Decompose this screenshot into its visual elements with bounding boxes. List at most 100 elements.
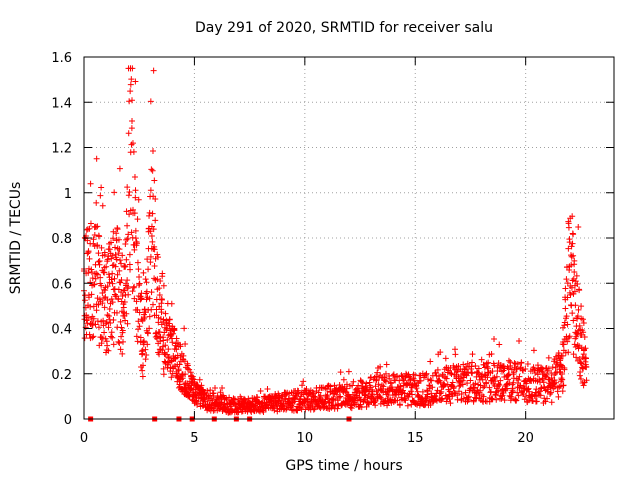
data-point — [153, 329, 160, 336]
data-point — [427, 376, 434, 383]
data-point — [517, 382, 524, 389]
data-point — [87, 180, 94, 187]
data-point — [107, 320, 114, 327]
data-point — [97, 192, 104, 199]
data-point — [121, 286, 128, 293]
data-point — [481, 361, 488, 368]
data-point — [133, 333, 140, 340]
data-point — [105, 347, 112, 354]
data-point — [427, 402, 434, 409]
data-point — [524, 361, 531, 368]
data-point — [484, 365, 491, 372]
data-point — [181, 325, 188, 332]
data-point — [562, 305, 569, 312]
data-point — [104, 283, 111, 290]
data-point — [94, 243, 101, 250]
data-point — [523, 392, 530, 399]
data-point — [86, 255, 93, 262]
data-point — [464, 380, 471, 387]
data-point — [568, 253, 575, 260]
data-point — [496, 364, 503, 371]
data-point — [381, 377, 388, 384]
data-point — [105, 312, 112, 319]
data-point — [146, 209, 153, 216]
data-point — [460, 395, 467, 402]
data-point — [98, 334, 105, 341]
data-point — [122, 263, 129, 270]
data-point — [130, 148, 137, 155]
data-point — [179, 375, 186, 382]
data-point — [129, 65, 136, 72]
data-point — [147, 98, 154, 105]
data-point — [182, 371, 189, 378]
data-point — [124, 235, 131, 242]
data-point — [510, 369, 517, 376]
data-point — [146, 295, 153, 302]
data-point — [536, 388, 543, 395]
data-point — [156, 292, 163, 299]
data-point — [487, 388, 494, 395]
data-point — [367, 374, 374, 381]
data-point — [365, 400, 372, 407]
data-point — [533, 398, 540, 405]
data-point — [363, 387, 370, 394]
data-point — [559, 370, 566, 377]
data-point — [303, 386, 310, 393]
data-point — [386, 375, 393, 382]
data-point — [169, 339, 176, 346]
data-point — [91, 231, 98, 238]
data-point — [93, 224, 100, 231]
data-point — [469, 370, 476, 377]
data-point — [555, 393, 562, 400]
data-point — [126, 98, 133, 105]
data-point — [170, 330, 177, 337]
data-point — [359, 379, 366, 386]
data-point — [573, 272, 580, 279]
data-point — [89, 334, 96, 341]
data-point — [107, 333, 114, 340]
data-point — [144, 256, 151, 263]
data-point — [139, 367, 146, 374]
data-point — [212, 384, 219, 391]
data-point — [569, 310, 576, 317]
data-point — [570, 231, 577, 238]
data-point — [534, 371, 541, 378]
data-point — [468, 369, 475, 376]
data-point — [379, 385, 386, 392]
data-point — [162, 342, 169, 349]
data-point — [154, 251, 161, 258]
data-point — [90, 333, 97, 340]
data-point — [142, 356, 149, 363]
data-point — [499, 386, 506, 393]
data-point — [157, 278, 164, 285]
data-point — [93, 155, 100, 162]
data-point — [235, 409, 242, 416]
data-point — [559, 376, 566, 383]
data-point — [355, 382, 362, 389]
data-point — [108, 255, 115, 262]
data-point — [155, 254, 162, 261]
data-point — [113, 309, 120, 316]
data-point — [569, 213, 576, 220]
data-point — [271, 407, 278, 414]
data-point — [90, 315, 97, 322]
data-point — [583, 363, 590, 370]
x-tick-label: 5 — [190, 431, 198, 446]
data-point — [152, 217, 159, 224]
data-point — [291, 395, 298, 402]
data-point — [92, 321, 99, 328]
data-point — [505, 371, 512, 378]
data-point — [488, 351, 495, 358]
data-point — [471, 384, 478, 391]
data-point — [300, 402, 307, 409]
data-point — [109, 280, 116, 287]
data-point — [449, 379, 456, 386]
data-point — [530, 347, 537, 354]
data-point — [207, 387, 214, 394]
data-point — [424, 376, 431, 383]
data-point — [231, 396, 238, 403]
axis-ticks: 0 5 10 15 20 0 0.2 0.4 0.6 0.8 1 1.2 1.4 1.6 — [51, 51, 614, 446]
data-point — [413, 385, 420, 392]
data-point — [501, 397, 508, 404]
data-point — [504, 381, 511, 388]
